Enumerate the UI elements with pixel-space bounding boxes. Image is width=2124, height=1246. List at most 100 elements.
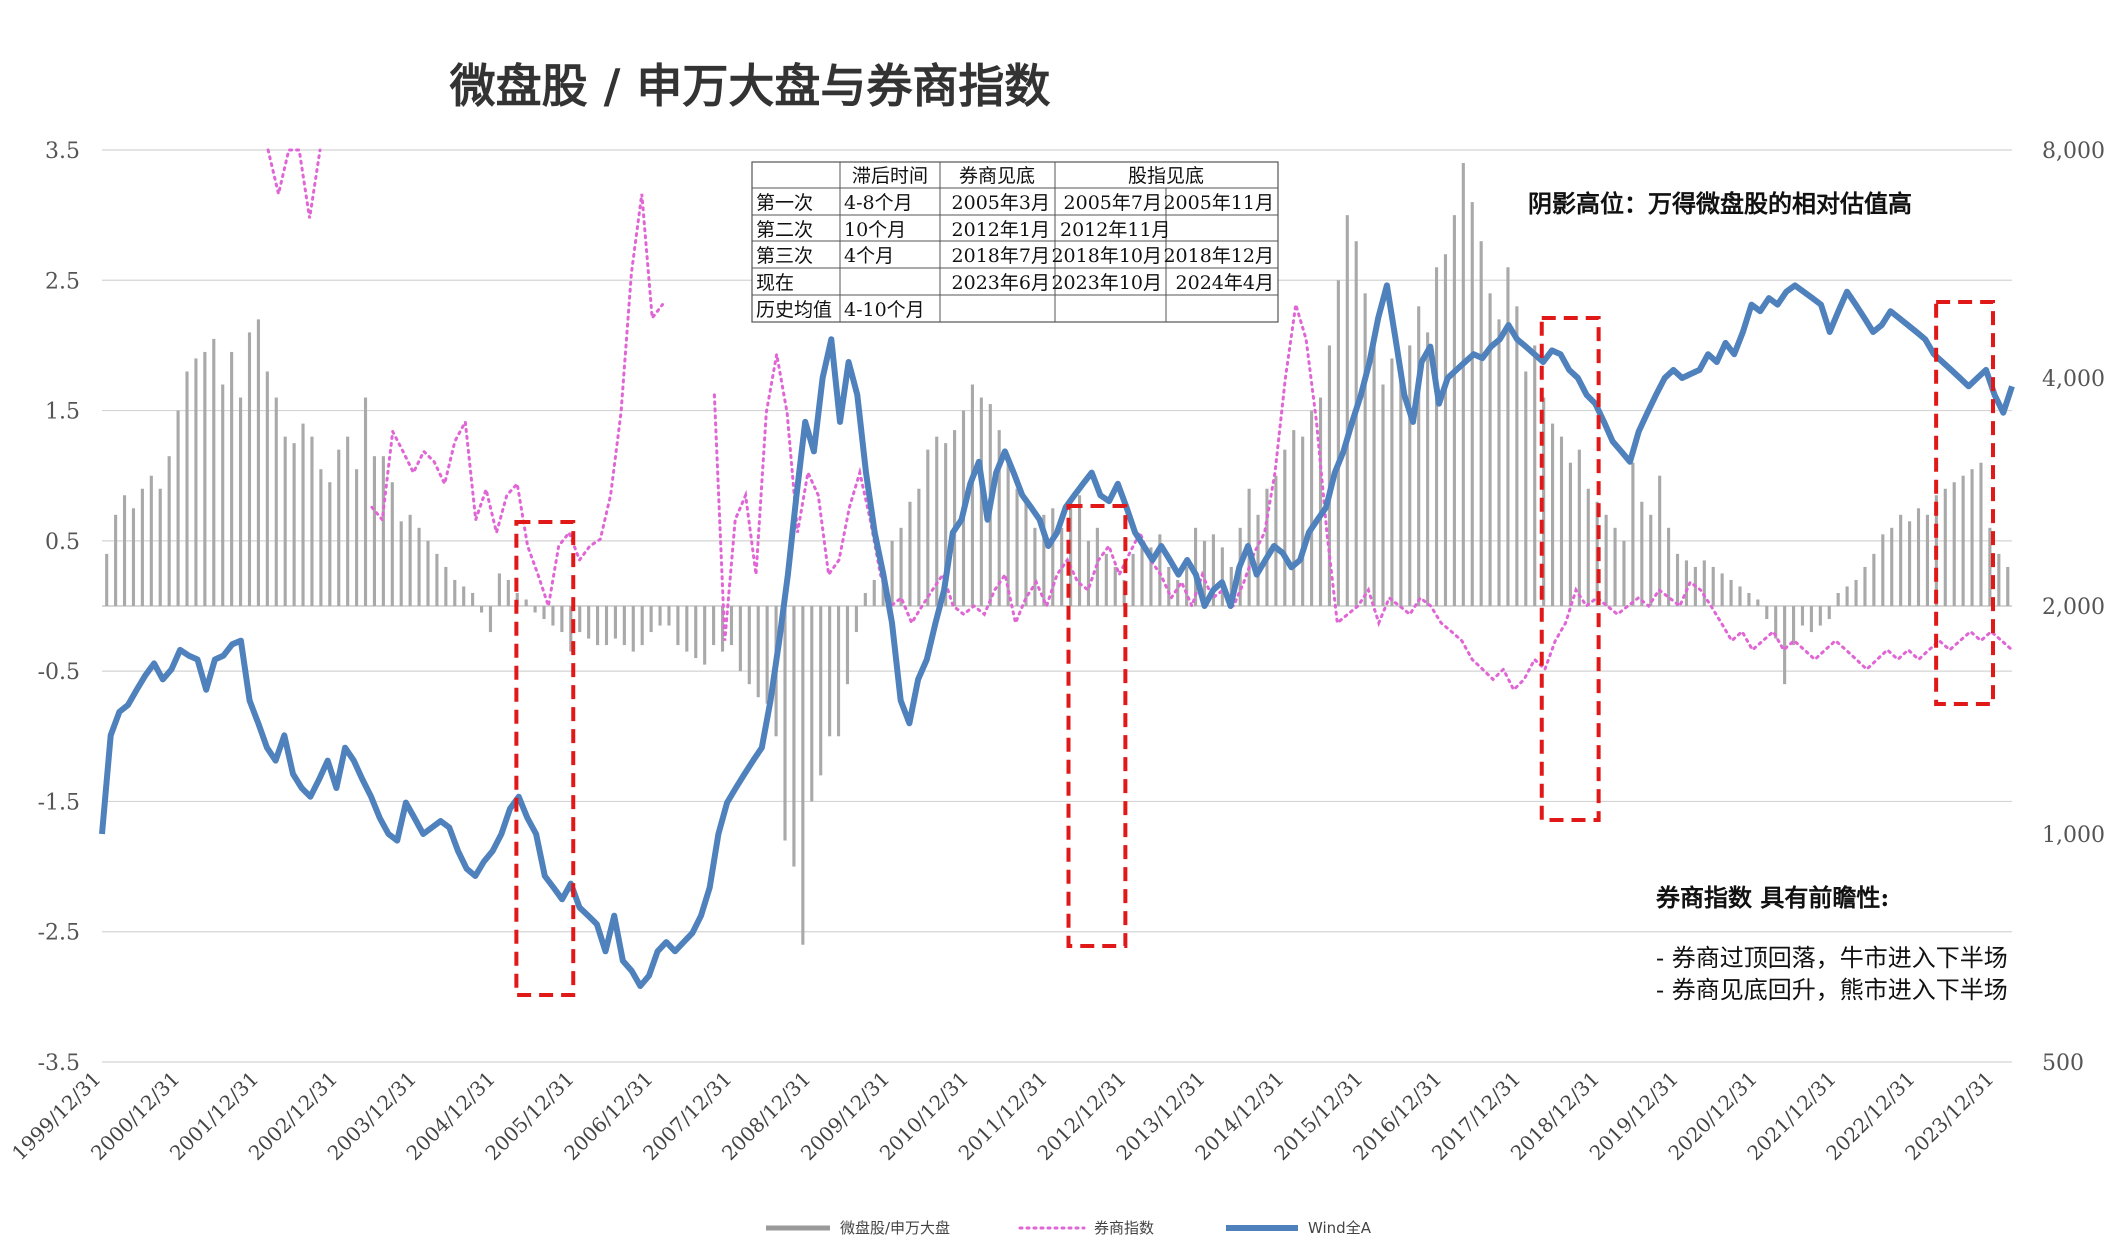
bar (1925, 514, 1929, 606)
bar (828, 606, 832, 737)
bar (854, 606, 858, 633)
bar (185, 371, 189, 606)
table-row2-index1: 2012年11月 (1060, 219, 1171, 241)
bar (1881, 534, 1885, 606)
bar (1452, 215, 1456, 606)
bar (524, 599, 528, 606)
bar (1577, 449, 1581, 606)
bar (1800, 606, 1805, 626)
bar (256, 319, 260, 606)
bar (453, 579, 457, 606)
bar (845, 606, 850, 685)
bar (944, 443, 948, 606)
bar (676, 606, 680, 646)
table-header-broker-bottom: 券商见底 (959, 165, 1035, 187)
bar (613, 606, 617, 639)
bar (1488, 293, 1492, 606)
bar (1631, 462, 1635, 606)
bar (1006, 462, 1010, 606)
bar (1613, 527, 1617, 606)
bar (408, 514, 412, 606)
bar (1194, 527, 1198, 606)
bar (649, 606, 653, 633)
bar (1104, 553, 1108, 606)
bar (1747, 592, 1751, 606)
bar (149, 475, 153, 606)
bar (1774, 606, 1778, 639)
bar (1149, 547, 1153, 606)
bar (1649, 514, 1653, 606)
bar (926, 449, 930, 606)
bar (1443, 254, 1448, 606)
left-tick-label: 3.5 (45, 139, 80, 164)
bar (372, 456, 377, 606)
bar (417, 527, 421, 606)
bar (1408, 345, 1412, 606)
annotation-shade-note: 阴影高位：万得微盘股的相对估值高 (1528, 189, 1912, 218)
bar (1559, 436, 1564, 606)
bar (1783, 606, 1787, 685)
right-tick-label: 1,000 (2042, 823, 2105, 848)
bar (283, 436, 287, 606)
bar (551, 606, 555, 626)
bar (1568, 462, 1572, 606)
bar (346, 436, 350, 606)
bar (1301, 436, 1305, 606)
bar (792, 606, 796, 867)
series-line-broker-index (266, 148, 2014, 693)
bar (578, 606, 582, 633)
bar (1622, 540, 1626, 606)
table-row1-label: 第一次 (756, 192, 813, 214)
highlight-box (1934, 300, 1995, 706)
bar (979, 397, 983, 606)
table-row3-label: 第三次 (756, 245, 813, 267)
bar (640, 606, 644, 646)
left-tick-label: -2.5 (38, 921, 80, 946)
bar (265, 371, 269, 606)
bar (1461, 163, 1465, 606)
bar (497, 573, 501, 606)
bar (1310, 410, 1314, 606)
bar (515, 592, 519, 606)
bar (1961, 475, 1965, 606)
bar (1952, 482, 1956, 606)
table-row1-index1: 2005年7月 (1064, 192, 1162, 214)
chart-title: 微盘股 / 申万大盘与券商指数 (449, 59, 1051, 113)
bar (381, 456, 385, 606)
bar (560, 606, 564, 633)
table-row3-index2: 2018年12月 (1163, 245, 1274, 267)
table-row1-lag: 4-8个月 (844, 192, 913, 214)
bar (230, 351, 234, 606)
bar (1854, 579, 1858, 606)
bar (435, 553, 439, 606)
bar (1827, 606, 1831, 620)
bar (310, 436, 314, 606)
bar (836, 606, 841, 737)
bar (569, 606, 573, 652)
bar (363, 397, 368, 606)
table-header-index-bottom: 股指见底 (1128, 165, 1204, 187)
right-tick-label: 4,000 (2042, 367, 2105, 392)
bar (667, 606, 671, 626)
highlight-box (514, 520, 576, 997)
bar (1979, 462, 1983, 606)
bars-microcap-ratio (105, 163, 2010, 945)
bar (872, 579, 876, 606)
bar (176, 410, 180, 606)
bar (506, 579, 510, 606)
bar (1729, 579, 1733, 606)
bar (1667, 527, 1671, 606)
bar (1997, 553, 2001, 606)
right-tick-label: 8,000 (2042, 139, 2105, 164)
bar (140, 488, 144, 606)
bar (1390, 358, 1394, 606)
bar (1434, 267, 1439, 606)
bar (542, 606, 546, 620)
bar (1684, 560, 1689, 606)
bar (1943, 488, 1947, 606)
right-axis: 8,000 4,000 2,000 1,000 500 (2042, 139, 2105, 1076)
bar (1256, 514, 1260, 606)
bar (247, 332, 252, 606)
bar (1836, 592, 1840, 606)
